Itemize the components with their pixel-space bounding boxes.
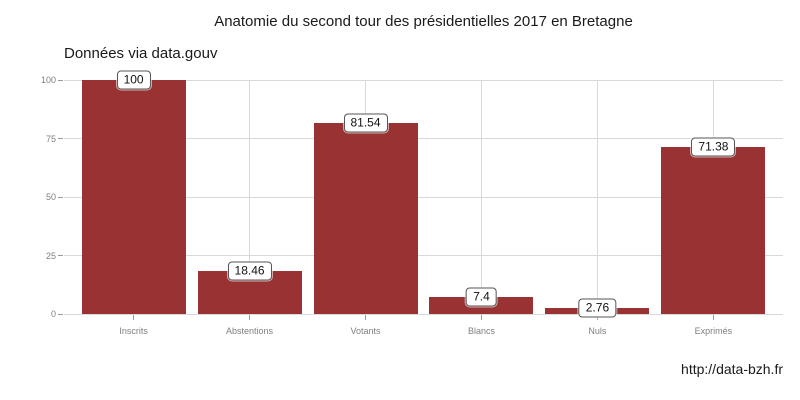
- y-tick-mark: [58, 196, 63, 198]
- x-axis-tick-label: Nuls: [588, 326, 607, 336]
- y-tick-mark: [58, 138, 63, 139]
- x-axis-tick-label: Exprimés: [694, 326, 733, 336]
- bar-votants: [313, 123, 418, 314]
- x-tick-mark: [480, 315, 482, 320]
- y-axis-tick-label: 25: [45, 250, 56, 261]
- chart-subtitle: Données via data.gouv: [64, 45, 218, 62]
- y-gridline: [64, 255, 783, 256]
- bar-value-label: 100: [116, 70, 151, 90]
- bar-exprimes: [661, 146, 766, 314]
- x-tick-mark: [133, 315, 135, 320]
- y-gridline: [64, 313, 783, 315]
- y-gridline: [64, 196, 783, 198]
- y-tick-mark: [58, 313, 63, 315]
- y-gridline: [64, 79, 783, 81]
- x-axis-tick-label: Abstentions: [226, 326, 274, 336]
- x-axis-tick-label: Inscrits: [119, 326, 148, 336]
- y-axis-tick-label: 50: [45, 192, 56, 202]
- x-axis-tick-label: Blancs: [467, 326, 495, 336]
- source-url-text: http://data-bzh.fr: [681, 361, 783, 377]
- x-tick-mark: [249, 315, 251, 320]
- x-tick-mark: [365, 315, 367, 320]
- y-axis-tick-label: 100: [40, 75, 56, 85]
- x-axis-tick-label: Votants: [350, 326, 381, 336]
- x-tick-mark: [596, 315, 598, 320]
- y-tick-mark: [58, 255, 63, 256]
- y-gridline: [64, 138, 783, 139]
- bar-value-label: 18.46: [227, 261, 272, 281]
- bar-value-label: 81.54: [343, 113, 388, 133]
- x-tick-mark: [712, 315, 714, 320]
- bar-value-label: 7.4: [466, 287, 497, 307]
- bar-inscrits: [81, 80, 186, 314]
- y-tick-mark: [58, 79, 63, 81]
- bar-value-label: 2.76: [578, 298, 617, 318]
- y-axis-tick-label: 75: [45, 133, 56, 144]
- y-axis-tick-label: 0: [50, 309, 56, 319]
- bar-value-label: 71.38: [691, 137, 736, 157]
- chart-title: Anatomie du second tour des présidentiel…: [214, 13, 633, 30]
